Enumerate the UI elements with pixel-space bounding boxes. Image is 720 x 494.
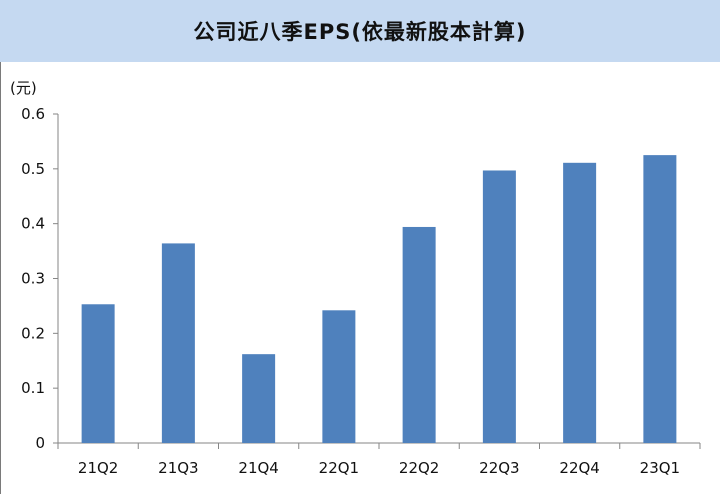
x-tick-label: 22Q4 [559,459,599,477]
bar-21q3 [161,243,195,443]
y-tick-label: 0.2 [21,324,45,342]
bar-22q2 [402,226,436,443]
y-tick-label: 0.6 [21,105,45,123]
bar-21q4 [242,354,276,443]
axis-labels: 0 0.1 0.2 0.3 0.4 0.5 0.6 21Q2 21Q3 21Q4 22Q1 22Q2 2… [21,105,680,477]
y-tick-label: 0.1 [21,379,45,397]
y-axis-unit-label: (元) [10,79,37,97]
frame-left-border [0,62,1,494]
bar-21q2 [81,304,115,443]
x-tick-label: 22Q2 [399,459,439,477]
axes [53,113,701,449]
y-tick-label: 0 [35,434,45,452]
x-tick-label: 22Q3 [479,459,519,477]
y-tick-label: 0.4 [21,215,45,233]
x-tick-label: 23Q1 [640,459,680,477]
chart-title: 公司近八季EPS(依最新股本計算) [193,20,527,44]
x-tick-label: 22Q1 [319,459,359,477]
bars [81,155,677,443]
x-tick-label: 21Q4 [238,459,278,477]
bar-22q1 [322,310,356,443]
y-tick-label: 0.5 [21,160,45,178]
x-tick-label: 21Q2 [78,459,118,477]
bar-23q1 [643,155,677,443]
bar-22q4 [563,162,597,443]
eps-bar-chart: 0 0.1 0.2 0.3 0.4 0.5 0.6 21Q2 21Q3 21Q4 22Q1 22Q2 2… [10,79,701,477]
bar-22q3 [482,170,516,443]
chart-title-bar: 公司近八季EPS(依最新股本計算) [0,0,720,62]
x-tick-label: 21Q3 [158,459,198,477]
y-tick-label: 0.3 [21,270,45,288]
